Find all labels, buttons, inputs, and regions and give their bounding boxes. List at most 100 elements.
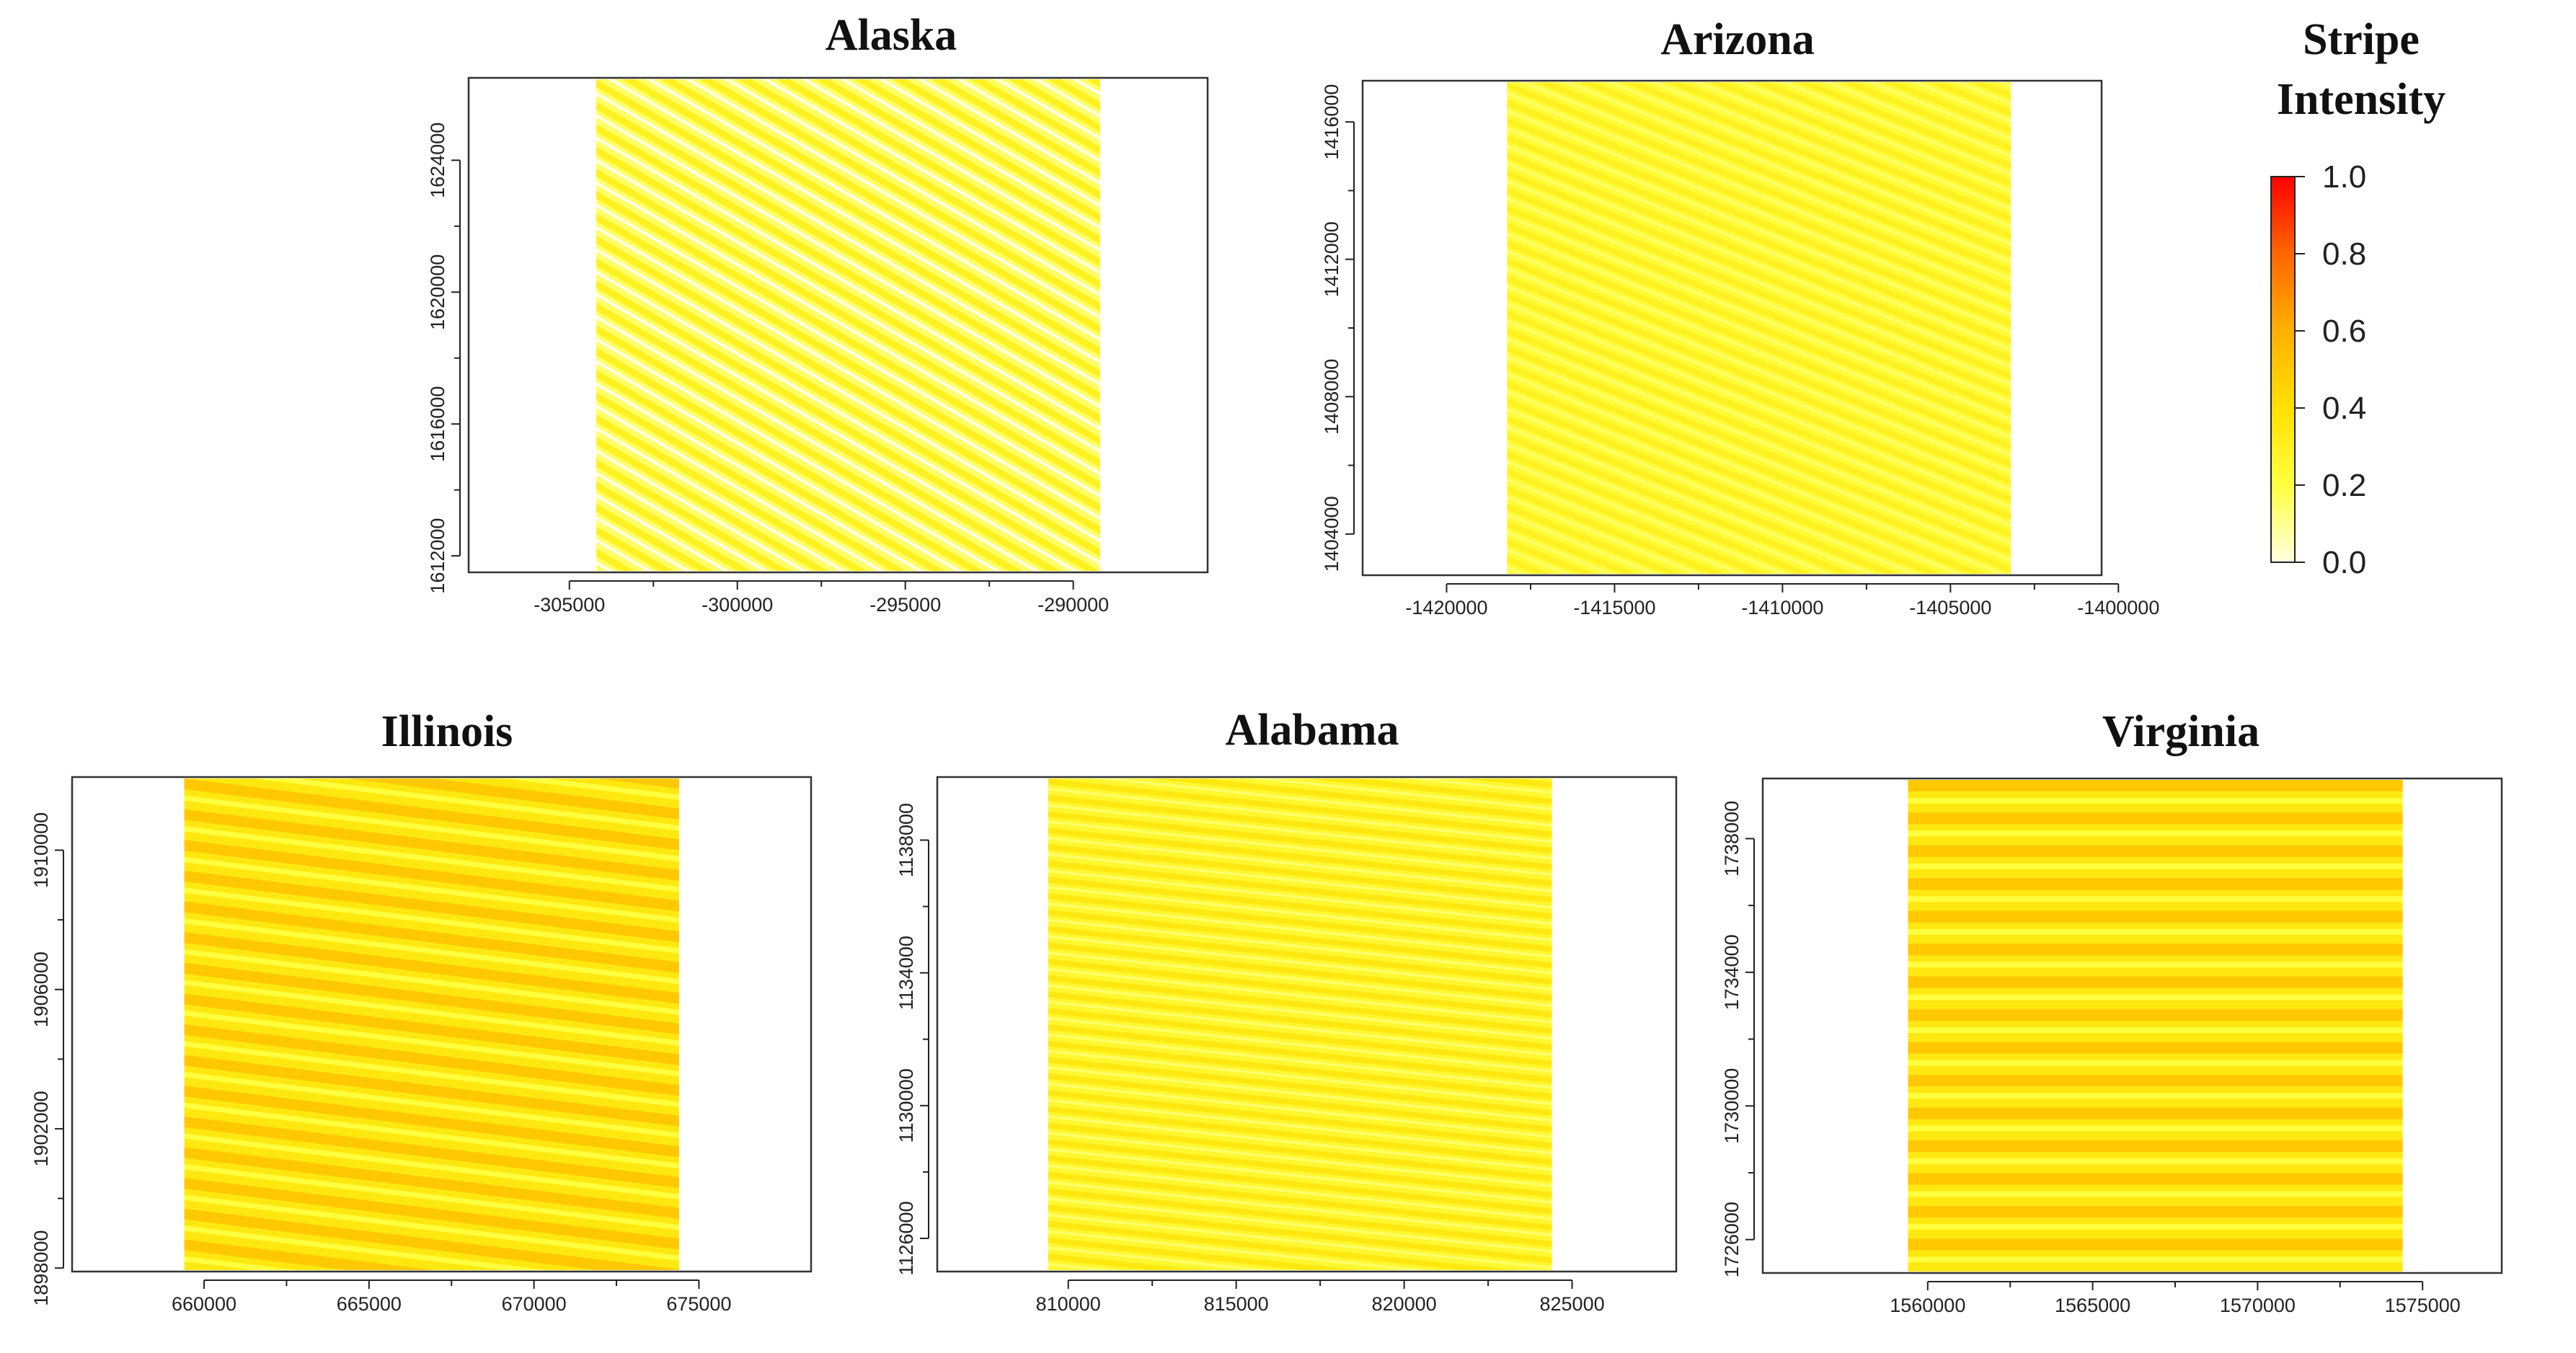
- stripe-low: [1092, 778, 1552, 828]
- legend-tick-label: 1.0: [2322, 159, 2366, 195]
- stripe-high: [596, 102, 1100, 401]
- stripe-high: [184, 1208, 679, 1270]
- y-tick-label: 1726000: [1721, 1202, 1743, 1277]
- stripe-high: [347, 778, 679, 820]
- y-tick-label: 1624000: [427, 123, 448, 198]
- stripe-high: [1507, 433, 1855, 574]
- stripe-high: [596, 124, 1100, 423]
- stripe-low: [1048, 885, 1552, 942]
- stripe-low: [1519, 82, 2011, 281]
- stripe-high: [596, 146, 1100, 445]
- stripe-high: [1507, 328, 2011, 538]
- y-tick-label: 1620000: [427, 254, 448, 330]
- stripe-high: [815, 79, 1100, 244]
- stripe-high: [1048, 860, 1552, 920]
- stripe-high: [596, 437, 829, 571]
- x-tick-label: -1420000: [1405, 597, 1487, 618]
- stripe-high: [1908, 780, 2403, 791]
- stripe-high: [1507, 363, 2011, 573]
- stripe-low: [1507, 161, 2011, 369]
- stripe-high: [1709, 82, 2011, 205]
- x-tick-label: 660000: [172, 1293, 236, 1315]
- stripe-high: [1507, 240, 2011, 451]
- stripe-high: [854, 79, 1100, 222]
- plot-frame: [936, 776, 1678, 1273]
- panel-title-illinois: Illinois: [381, 707, 513, 756]
- stripe-low: [1908, 798, 2403, 804]
- stripe-high: [596, 325, 1022, 571]
- stripe-high: [1507, 117, 2011, 327]
- stripe-low: [1507, 355, 2011, 562]
- stripe-high: [1048, 794, 1552, 854]
- stripe-low: [184, 1163, 679, 1230]
- stripe-high: [184, 1086, 679, 1158]
- stripe-high: [1048, 778, 1552, 838]
- stripe-low: [1507, 337, 2011, 544]
- stripe-low: [1507, 92, 2011, 298]
- stripe-high: [184, 1147, 679, 1219]
- stripe-high: [1882, 82, 2011, 134]
- stripe-low: [184, 1010, 679, 1077]
- stripe-high: [1970, 82, 2011, 99]
- stripe-low: [1507, 214, 2011, 422]
- stripe-low: [596, 404, 885, 571]
- stripe-low: [645, 79, 1100, 342]
- stripe-high: [184, 840, 679, 912]
- x-tick-label: 815000: [1204, 1293, 1269, 1315]
- y-tick-label: 1408000: [1321, 359, 1342, 435]
- stripe-high: [1507, 187, 2011, 398]
- stripe-low: [1048, 935, 1552, 991]
- stripe-low: [1048, 1033, 1552, 1089]
- stripe-high: [1908, 812, 2403, 825]
- y-tick-label: 1412000: [1321, 221, 1342, 297]
- stripe-high: [1048, 926, 1552, 985]
- stripe-high: [1048, 959, 1552, 1018]
- y-tick-label: 1730000: [1721, 1068, 1743, 1144]
- stripe-low: [1048, 984, 1552, 1040]
- stripe-high: [1048, 1040, 1552, 1100]
- raster-stripes: [184, 778, 679, 1353]
- stripe-high: [1048, 811, 1552, 870]
- stripe-high: [1048, 1024, 1552, 1083]
- stripe-low: [596, 248, 1100, 543]
- stripe-low: [1779, 82, 2011, 176]
- stripe-low: [1507, 460, 1788, 574]
- stripe-high: [1048, 1089, 1552, 1149]
- stripe-low: [1048, 787, 1552, 843]
- x-tick-label: 670000: [502, 1293, 567, 1315]
- raster-stripes: [1507, 82, 2011, 574]
- stripe-high: [1908, 1238, 2403, 1251]
- stripe-high: [1908, 1140, 2403, 1153]
- stripe-low: [184, 980, 679, 1046]
- stripe-low: [1908, 1027, 2403, 1034]
- stripe-low: [1048, 1115, 1552, 1171]
- panel-title-virginia: Virginia: [2102, 707, 2259, 756]
- x-tick-label: 1565000: [2055, 1295, 2130, 1316]
- stripe-low: [1048, 902, 1552, 958]
- stripe-high: [738, 79, 1100, 289]
- stripe-high: [1507, 468, 1769, 574]
- stripe-high: [184, 870, 679, 943]
- stripe-high: [1507, 520, 1638, 574]
- stripe-high: [1048, 877, 1552, 936]
- stripe-low: [1908, 994, 2403, 1001]
- x-tick-label: 675000: [666, 1293, 731, 1315]
- stripe-low: [185, 1287, 679, 1353]
- stripe-high: [1048, 975, 1552, 1034]
- stripe-high: [1507, 556, 1551, 574]
- stripe-high: [1908, 1206, 2403, 1217]
- stripe-low: [1606, 82, 2011, 246]
- y-tick-label: 1616000: [427, 386, 448, 462]
- stripe-high: [1926, 82, 2011, 117]
- stripe-high: [660, 79, 1100, 334]
- stripe-high: [596, 79, 1100, 378]
- x-tick-label: -305000: [534, 594, 605, 616]
- stripe-high: [596, 504, 713, 571]
- raster-background: [1908, 780, 2403, 1272]
- legend-title-line2: Intensity: [2277, 75, 2446, 124]
- stripe-low: [184, 1102, 679, 1169]
- stripe-high: [1908, 1042, 2403, 1054]
- stripe-low: [684, 79, 1100, 319]
- stripe-high: [596, 236, 1100, 535]
- stripe-high: [1908, 976, 2403, 988]
